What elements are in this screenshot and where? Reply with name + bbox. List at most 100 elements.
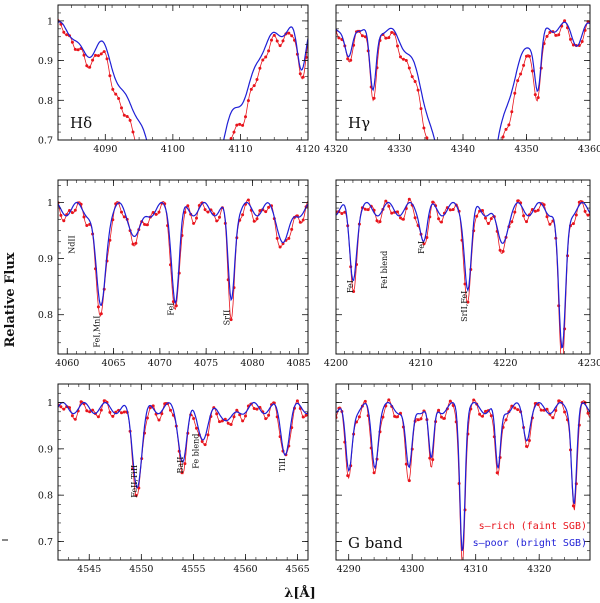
rich-point bbox=[122, 113, 126, 117]
rich-point bbox=[70, 40, 74, 44]
x-tick-label: 4210 bbox=[409, 358, 433, 369]
rich-point bbox=[261, 58, 265, 62]
rich-point bbox=[513, 210, 517, 214]
rich-point bbox=[363, 399, 367, 403]
rich-point bbox=[472, 398, 476, 402]
rich-point bbox=[181, 254, 184, 257]
rich-point bbox=[155, 203, 158, 206]
x-tick-label: 4350 bbox=[514, 144, 538, 155]
x-tick-label: 4075 bbox=[194, 358, 218, 369]
x-tick-label: 4300 bbox=[400, 564, 424, 575]
line-id-label: FeI bbox=[417, 241, 426, 254]
rich-point bbox=[498, 248, 502, 252]
x-tick-label: 4200 bbox=[324, 358, 348, 369]
rich-point bbox=[287, 236, 291, 240]
rich-point bbox=[504, 418, 508, 422]
panel-frame bbox=[335, 4, 591, 141]
rich-point bbox=[195, 426, 198, 430]
rich-point bbox=[346, 474, 350, 478]
line-id-label: NdII bbox=[68, 235, 77, 253]
rich-point bbox=[352, 290, 356, 293]
rich-point bbox=[226, 421, 230, 425]
rich-point bbox=[440, 415, 443, 419]
rich-point bbox=[525, 220, 528, 224]
rich-point bbox=[235, 408, 239, 412]
line-id-label: FeI blend bbox=[380, 251, 389, 289]
y-tick-label: 0.8 bbox=[38, 310, 53, 321]
rich-point bbox=[499, 153, 502, 156]
series-group bbox=[336, 398, 590, 560]
rich-point bbox=[387, 204, 391, 208]
rich-point bbox=[539, 408, 543, 412]
rich-point bbox=[451, 208, 455, 211]
rich-point bbox=[120, 411, 123, 415]
line-id-label: SrII,FeI bbox=[460, 291, 469, 322]
rich-point bbox=[554, 33, 558, 37]
rich-point bbox=[131, 242, 135, 246]
rich-point bbox=[484, 216, 487, 220]
rich-point bbox=[533, 93, 537, 97]
rich-point bbox=[431, 155, 434, 158]
rich-point bbox=[422, 126, 426, 130]
rich-point bbox=[246, 198, 250, 202]
rich-point bbox=[363, 207, 367, 211]
poor-series-line bbox=[58, 401, 308, 489]
rich-point bbox=[387, 36, 391, 40]
rich-point bbox=[372, 471, 376, 475]
rich-point bbox=[554, 409, 558, 412]
rich-point bbox=[232, 415, 236, 419]
rich-point bbox=[375, 219, 379, 223]
rich-point bbox=[209, 202, 212, 205]
x-axis-label: λ[Å] bbox=[284, 585, 316, 601]
rich-point bbox=[478, 412, 482, 416]
rich-point bbox=[203, 443, 207, 447]
rich-point bbox=[522, 63, 526, 67]
rich-point bbox=[79, 400, 83, 404]
rich-point bbox=[428, 142, 431, 145]
rich-point bbox=[186, 245, 189, 248]
rich-point bbox=[431, 200, 435, 204]
rich-point bbox=[125, 115, 129, 118]
x-tick-label: 4085 bbox=[287, 358, 311, 369]
rich-point bbox=[519, 72, 523, 76]
rich-point bbox=[557, 399, 561, 403]
rich-point bbox=[536, 96, 540, 100]
line-id-label: FeI,MnI bbox=[93, 316, 102, 348]
rich-point bbox=[384, 199, 388, 203]
rich-point bbox=[437, 408, 441, 412]
panel-frame bbox=[57, 179, 309, 355]
y-tick-label: 1 bbox=[47, 198, 53, 209]
rich-point bbox=[472, 270, 475, 273]
rich-point bbox=[201, 227, 204, 230]
rich-point bbox=[111, 414, 115, 418]
rich-point bbox=[128, 118, 132, 122]
series-group bbox=[58, 19, 308, 257]
rich-point bbox=[163, 218, 166, 221]
rich-point bbox=[238, 122, 242, 126]
rich-point bbox=[258, 66, 262, 70]
rich-point bbox=[215, 189, 218, 192]
rich-point bbox=[431, 458, 435, 462]
rich-point bbox=[241, 123, 245, 127]
rich-point bbox=[232, 130, 236, 134]
rich-point bbox=[396, 44, 399, 48]
rich-point bbox=[120, 106, 123, 110]
rich-point bbox=[586, 411, 590, 415]
y-tick-label: 1 bbox=[47, 16, 53, 27]
rich-point bbox=[134, 241, 138, 245]
x-tick-label: 4090 bbox=[93, 144, 117, 155]
rich-point bbox=[507, 123, 511, 127]
rich-point bbox=[255, 407, 259, 411]
y-tick-label: 0.8 bbox=[38, 96, 53, 107]
rich-point bbox=[301, 218, 305, 222]
rich-point bbox=[563, 19, 567, 23]
panel-3: 4060 4065 4070 4075 4080 4085 0.8 0.9 1 NdII FeI,M… bbox=[38, 179, 311, 369]
rich-point bbox=[340, 212, 344, 215]
rich-point bbox=[96, 415, 100, 419]
x-tick-label: 4080 bbox=[240, 358, 264, 369]
rich-point bbox=[218, 420, 221, 424]
rich-series-line bbox=[336, 198, 590, 354]
rich-point bbox=[387, 398, 391, 402]
rich-point bbox=[215, 219, 219, 223]
